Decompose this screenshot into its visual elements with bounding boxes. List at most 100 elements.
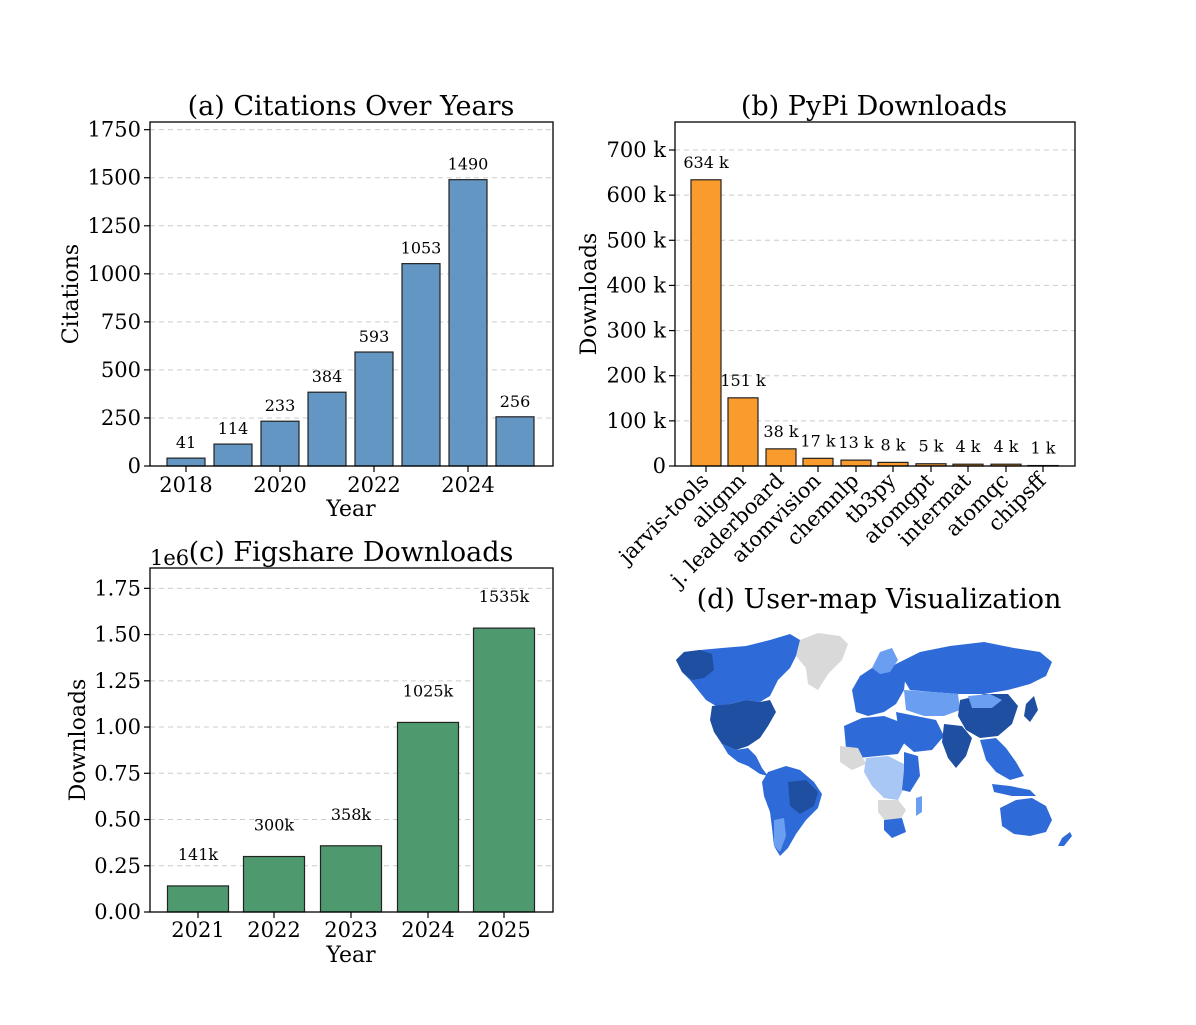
map-region-scandinavia	[872, 648, 898, 674]
map-region-usa	[710, 700, 776, 750]
world-map	[676, 633, 1072, 856]
panel-b-data-label: 5 k	[919, 437, 944, 456]
panel-b-y-tick-label: 500 k	[607, 228, 667, 252]
panel-b-data-label: 13 k	[838, 433, 873, 452]
panel-b-frame	[674, 121, 1076, 467]
panel-c-data-label: 141k	[178, 845, 219, 864]
panel-c-data-label: 300k	[254, 816, 295, 835]
panel-b-y-tick-label: 600 k	[607, 183, 667, 207]
panel-b-data-label: 151 k	[720, 371, 766, 390]
panel-a-y-tick-label: 1000	[88, 262, 141, 286]
panel-c-data-label: 358k	[331, 805, 372, 824]
map-region-southeast-asia	[980, 738, 1024, 780]
panel-c-figshare-chart: (c) Figshare Downloads 1e6 141k300k358k1…	[66, 537, 554, 968]
panel-a-bar	[307, 391, 347, 467]
panel-a-x-tick-label: 2022	[347, 473, 400, 497]
panel-a-data-label: 384	[312, 367, 343, 386]
panel-a-gridlines	[150, 129, 553, 467]
map-region-madagascar	[916, 796, 922, 816]
panel-a-y-tick-label: 750	[101, 310, 141, 334]
panel-a-x-tick-label: 2018	[159, 473, 212, 497]
map-region-south-africa	[884, 818, 906, 838]
panel-a-y-tick-label: 500	[101, 358, 141, 382]
panel-b-bar	[840, 459, 872, 467]
map-region-europe	[852, 664, 906, 716]
panel-a-y-ticks: 0 250 500 750 1000 1250 1500 1750	[88, 118, 150, 478]
panel-c-x-tick-label: 2025	[477, 918, 530, 942]
panel-c-y-axis-label: Downloads	[66, 679, 91, 802]
panel-c-y-tick-label: 1.00	[94, 715, 141, 739]
map-region-russia	[896, 642, 1052, 694]
panel-b-data-labels: 634 k 151 k 38 k 17 k 13 k 8 k 5 k 4 k 4 k 1 k	[683, 153, 1055, 458]
panel-a-bar	[448, 179, 488, 467]
panel-b-y-tick-label: 300 k	[607, 319, 667, 343]
panel-b-data-label: 4 k	[994, 437, 1019, 456]
panel-b-bar	[690, 179, 722, 467]
panel-c-bar	[319, 845, 383, 913]
panel-c-x-axis-label: Year	[325, 943, 376, 968]
panel-d-title: (d) User-map Visualization	[697, 584, 1062, 615]
panel-c-x-tick-label: 2021	[171, 918, 224, 942]
panel-c-offset-label: 1e6	[150, 546, 189, 570]
panel-a-x-axis-label: Year	[325, 497, 376, 522]
panel-c-y-ticks: 0.00 0.25 0.50 0.75 1.00 1.25 1.50 1.75	[94, 576, 150, 924]
panel-b-bar	[802, 457, 834, 467]
panel-b-data-label: 4 k	[956, 437, 981, 456]
panel-a-x-tick-label: 2024	[441, 473, 494, 497]
panel-c-y-tick-label: 0.75	[94, 761, 141, 785]
panel-a-y-axis-label: Citations	[59, 244, 84, 344]
panel-a-data-label: 41	[176, 433, 196, 452]
panel-a-frame	[149, 121, 554, 467]
panel-a-citations-chart: (a) Citations Over Years 41 114 233 384 593 1…	[59, 91, 554, 522]
panel-a-y-tick-label: 250	[101, 406, 141, 430]
panel-c-x-tick-label: 2023	[324, 918, 377, 942]
panel-b-bar	[727, 397, 759, 467]
panel-c-bar	[472, 627, 536, 913]
panel-c-bar	[396, 721, 460, 913]
map-region-central-africa	[864, 756, 906, 800]
panel-c-y-tick-label: 0.50	[94, 808, 141, 832]
panel-a-bar	[260, 420, 300, 467]
panel-a-y-tick-label: 1750	[88, 118, 141, 142]
panel-c-y-tick-label: 0.25	[94, 854, 141, 878]
panel-c-bars	[166, 627, 536, 913]
map-region-greenland	[796, 633, 848, 690]
panel-a-bar	[354, 351, 394, 467]
map-region-patagonia	[774, 818, 786, 852]
map-region-mongolia	[968, 694, 1002, 708]
panel-a-y-tick-label: 0	[128, 454, 141, 478]
panel-b-data-label: 1 k	[1031, 439, 1056, 458]
panel-b-data-label: 38 k	[763, 422, 798, 441]
panel-b-y-tick-label: 700 k	[607, 138, 667, 162]
panel-c-y-tick-label: 1.50	[94, 623, 141, 647]
map-region-indonesia	[992, 784, 1036, 796]
panel-c-y-tick-label: 1.25	[94, 669, 141, 693]
map-region-west-africa	[840, 746, 866, 770]
panel-c-data-label: 1025k	[403, 681, 454, 700]
map-region-southern-africa	[878, 800, 906, 824]
panel-b-y-tick-label: 200 k	[607, 364, 667, 388]
panel-a-data-label: 233	[265, 396, 296, 415]
panel-b-title: (b) PyPi Downloads	[741, 91, 1007, 122]
map-region-south-america	[762, 766, 822, 856]
panel-b-y-axis-label: Downloads	[577, 233, 602, 356]
panel-c-x-tick-label: 2022	[247, 918, 300, 942]
panel-a-bar	[166, 457, 206, 467]
map-region-alaska	[676, 650, 714, 680]
map-region-east-africa	[902, 752, 920, 792]
panel-c-frame	[149, 567, 554, 913]
panel-b-bar	[765, 448, 797, 467]
panel-c-data-labels: 141k 300k 358k 1025k 1535k	[178, 587, 530, 864]
panel-b-pypi-chart: (b) PyPi Downloads 634 k 151 k 38 k 17 k 13 …	[577, 91, 1076, 593]
map-region-brazil	[788, 780, 818, 814]
panel-b-y-ticks: 0 100 k 200 k 300 k 400 k 500 k 600 k 700 k	[607, 138, 675, 478]
panel-b-y-tick-label: 400 k	[607, 273, 667, 297]
panel-c-data-label: 1535k	[479, 587, 530, 606]
panel-a-data-label: 256	[500, 392, 531, 411]
panel-c-x-tick-label: 2024	[401, 918, 454, 942]
panel-c-y-tick-label: 0.00	[94, 900, 141, 924]
panel-a-bar	[213, 443, 253, 467]
panel-a-data-labels: 41 114 233 384 593 1053 1490 256	[176, 155, 530, 452]
panel-a-bar	[401, 263, 441, 467]
